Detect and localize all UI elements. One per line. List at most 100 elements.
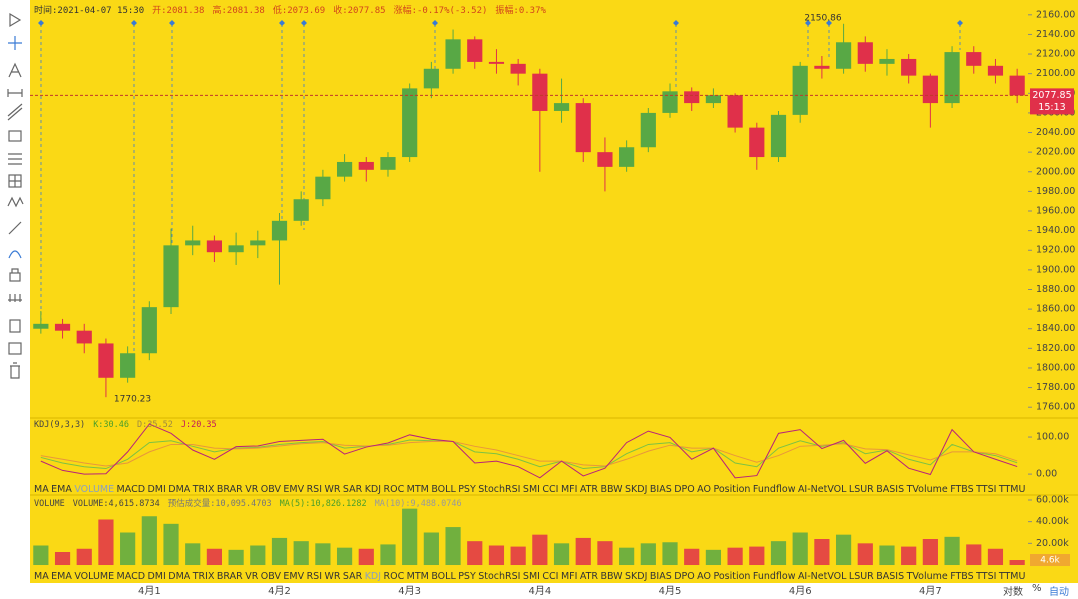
indicator-tab[interactable]: SKDJ <box>625 484 648 495</box>
indicator-tab[interactable]: RSI <box>306 484 323 495</box>
volume-bar <box>901 546 917 566</box>
volume-bar <box>814 539 830 566</box>
indicator-tab[interactable]: VR <box>245 484 259 495</box>
indicator-tab[interactable]: MFI <box>560 571 578 582</box>
indicator-tab[interactable]: Fundflow <box>752 571 796 582</box>
y-tick-label: 2160.00 <box>1036 9 1075 20</box>
indicator-tab[interactable]: BRAR <box>216 571 243 582</box>
indicator-tab[interactable]: BRAR <box>216 484 243 495</box>
indicator-tab[interactable]: EMA <box>51 484 72 495</box>
indicator-tab[interactable]: TTSI <box>976 484 997 495</box>
indicator-tab[interactable]: BOLL <box>431 571 456 582</box>
indicator-tab[interactable]: WR <box>324 484 341 495</box>
candle-body <box>553 103 570 111</box>
indicator-tab[interactable]: AO <box>697 484 711 495</box>
indicator-tab[interactable]: Position <box>713 571 751 582</box>
indicator-tab[interactable]: StochRSI <box>478 571 521 582</box>
indicator-tab[interactable]: StochRSI <box>478 484 521 495</box>
candle-body <box>901 58 917 76</box>
indicator-tab[interactable]: TRIX <box>192 484 215 495</box>
indicator-tab[interactable]: AI-NetVOL <box>797 571 847 582</box>
indicator-tab[interactable]: BOLL <box>431 484 456 495</box>
indicator-tab[interactable]: DPO <box>674 484 695 495</box>
indicator-tab[interactable]: SMI <box>522 571 540 582</box>
y-tick-label: 1920.00 <box>1036 245 1075 256</box>
indicator-tab[interactable]: VR <box>245 571 259 582</box>
indicator-tab[interactable]: FTBS <box>950 571 974 582</box>
volume-bar <box>857 543 873 566</box>
auto-button[interactable]: 自动 <box>1049 587 1069 598</box>
indicator-tab[interactable]: CCI <box>542 484 559 495</box>
indicator-tab[interactable]: KDJ <box>364 571 382 582</box>
indicator-tab[interactable]: TTSI <box>976 571 997 582</box>
indicator-tab[interactable]: FTBS <box>950 484 974 495</box>
indicator-tab[interactable]: DMI <box>147 571 166 582</box>
indicator-tab[interactable]: DMI <box>147 484 166 495</box>
volume-bar <box>966 544 982 566</box>
y-tick-label: 1960.00 <box>1036 206 1075 217</box>
indicator-tab[interactable]: LSUR <box>848 571 874 582</box>
indicator-tab[interactable]: WR <box>324 571 341 582</box>
indicator-tab[interactable]: SAR <box>342 484 363 495</box>
indicator-tab[interactable]: PSY <box>458 571 476 582</box>
candle-body <box>336 161 353 177</box>
indicator-tab[interactable]: TTMU <box>998 571 1026 582</box>
indicator-tab[interactable]: AO <box>697 571 711 582</box>
indicator-tab[interactable]: OBV <box>260 484 281 495</box>
indicator-tab[interactable]: TTMU <box>998 484 1026 495</box>
indicator-tab[interactable]: BASIS <box>876 571 905 582</box>
indicator-tab[interactable]: RSI <box>306 571 323 582</box>
indicator-tab[interactable]: SMI <box>522 484 540 495</box>
candle-body <box>141 307 157 354</box>
indicator-tab[interactable]: TRIX <box>192 571 215 582</box>
indicator-tab[interactable]: BIAS <box>649 484 672 495</box>
indicator-tab[interactable]: Position <box>713 484 751 495</box>
indicator-tab[interactable]: MFI <box>560 484 578 495</box>
event-markers[interactable] <box>38 20 963 26</box>
k-value: K:30.46 <box>93 420 130 430</box>
indicator-tab[interactable]: MTM <box>406 571 429 582</box>
toolbar-icons[interactable] <box>7 12 24 379</box>
candle-body <box>120 353 136 378</box>
indicator-tab[interactable]: KDJ <box>364 484 382 495</box>
indicator-tab[interactable]: Fundflow <box>752 484 796 495</box>
indicator-tab[interactable]: EMA <box>51 571 72 582</box>
indicator-tab[interactable]: DMA <box>168 571 191 582</box>
indicator-tab[interactable]: TVolume <box>906 484 948 495</box>
y-tick-label: 0.00 <box>1036 469 1057 480</box>
indicator-tab[interactable]: LSUR <box>848 484 874 495</box>
indicator-tab[interactable]: ROC <box>383 571 405 582</box>
indicator-tab[interactable]: DMA <box>168 484 191 495</box>
volume-bar <box>98 519 114 566</box>
candle-body <box>293 199 309 221</box>
indicator-tab[interactable]: BBW <box>600 484 623 495</box>
indicator-tab[interactable]: CCI <box>542 571 559 582</box>
indicator-tab[interactable]: SAR <box>342 571 363 582</box>
indicator-tab[interactable]: VOLUME <box>74 571 115 582</box>
indicator-tab[interactable]: ATR <box>579 571 599 582</box>
indicator-tab[interactable]: BBW <box>600 571 623 582</box>
percent-button[interactable]: % <box>1032 583 1042 594</box>
indicator-tab[interactable]: MTM <box>406 484 429 495</box>
indicator-tab[interactable]: MA <box>34 571 49 582</box>
indicator-tab[interactable]: MACD <box>116 571 146 582</box>
indicator-tab[interactable]: ROC <box>383 484 405 495</box>
indicator-tab[interactable]: BASIS <box>876 484 905 495</box>
indicator-tab[interactable]: SKDJ <box>625 571 648 582</box>
indicator-tab[interactable]: EMV <box>283 571 305 582</box>
log-button[interactable]: 对数 <box>1003 587 1023 598</box>
indicator-tab[interactable]: MA <box>34 484 49 495</box>
indicator-tab[interactable]: VOLUME <box>74 484 115 495</box>
indicator-tab[interactable]: TVolume <box>906 571 948 582</box>
indicator-tab[interactable]: EMV <box>283 484 305 495</box>
indicator-tab[interactable]: DPO <box>674 571 695 582</box>
candle-body <box>76 330 92 344</box>
indicator-tab[interactable]: ATR <box>579 484 599 495</box>
indicator-tab[interactable]: PSY <box>458 484 476 495</box>
indicator-tab[interactable]: BIAS <box>649 571 672 582</box>
indicator-tab[interactable]: MACD <box>116 484 146 495</box>
d-value: D:35.52 <box>137 420 173 430</box>
indicator-tab[interactable]: OBV <box>260 571 281 582</box>
indicator-tab[interactable]: AI-NetVOL <box>797 484 847 495</box>
volume-bar <box>380 544 396 566</box>
